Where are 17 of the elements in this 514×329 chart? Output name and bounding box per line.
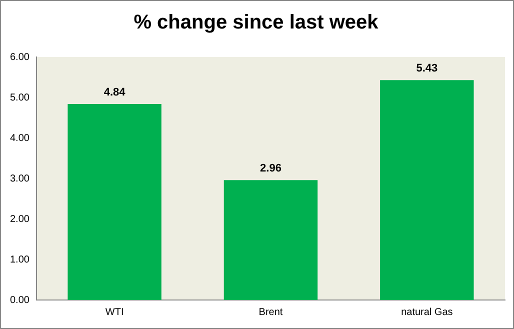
y-tick-label: 6.00 [10,52,30,63]
x-tick-label: Brent [258,306,283,318]
y-tick-label: 1.00 [10,254,30,266]
y-tick-label: 0.00 [10,294,30,306]
data-label: 2.96 [260,162,282,175]
data-label: 5.43 [416,62,438,75]
bar [224,180,318,300]
data-label: 4.84 [104,86,126,99]
y-tick-label: 2.00 [10,214,30,225]
y-tick-label: 3.00 [10,173,30,184]
y-tick-label: 4.00 [10,132,30,144]
x-tick-label: WTI [105,306,124,318]
chart-title: % change since last week [134,12,380,34]
bar [68,104,162,300]
x-tick-label: natural Gas [401,306,453,318]
bar [380,80,474,300]
y-tick-label: 5.00 [10,92,30,104]
